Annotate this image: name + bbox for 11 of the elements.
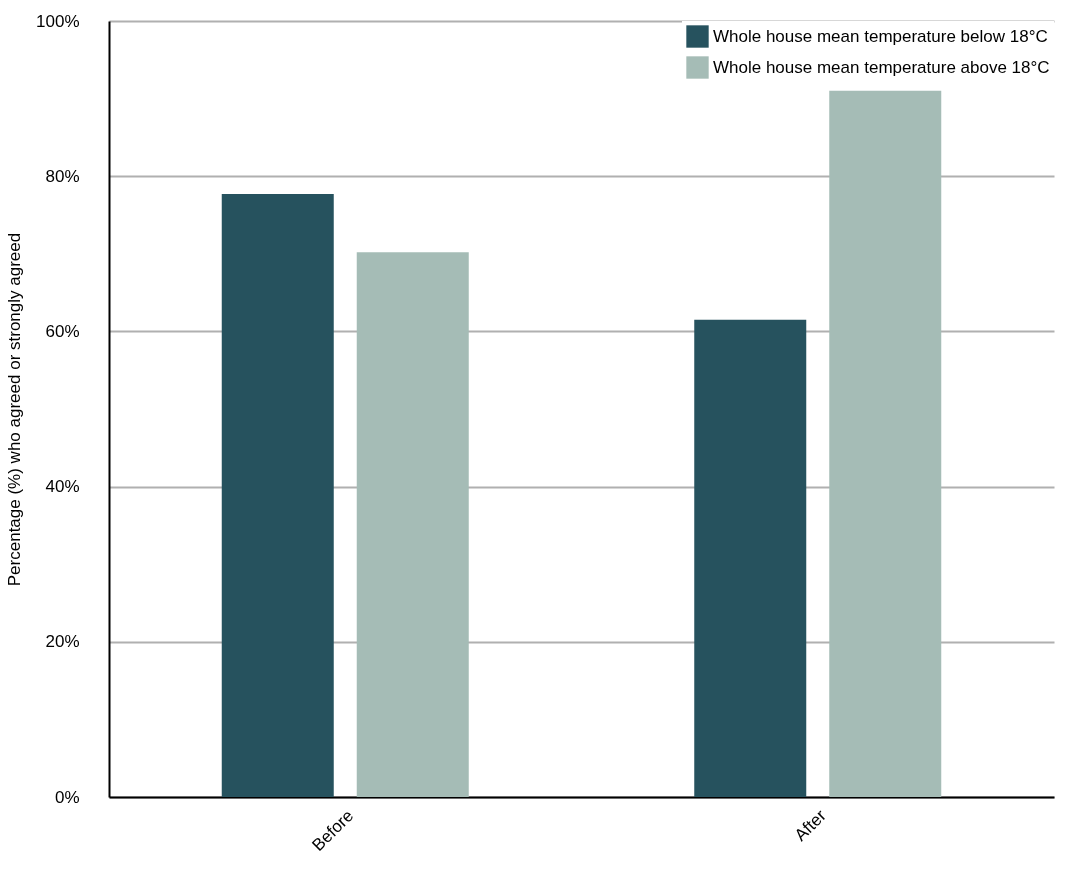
y-tick-label: 80% <box>45 166 80 186</box>
legend-label: Whole house mean temperature below 18°C <box>713 26 1048 46</box>
y-tick-label: 60% <box>45 321 80 341</box>
y-tick-label: 0% <box>54 787 80 807</box>
bar <box>694 319 807 797</box>
y-tick-label: 40% <box>45 477 80 497</box>
legend-label: Whole house mean temperature above 18°C <box>713 57 1050 77</box>
bar <box>221 194 334 797</box>
y-axis-title: Percentage (%) who agreed or strongly agreed <box>5 232 25 587</box>
y-tick-label: 20% <box>45 632 80 652</box>
y-tick-label: 100% <box>36 11 80 31</box>
